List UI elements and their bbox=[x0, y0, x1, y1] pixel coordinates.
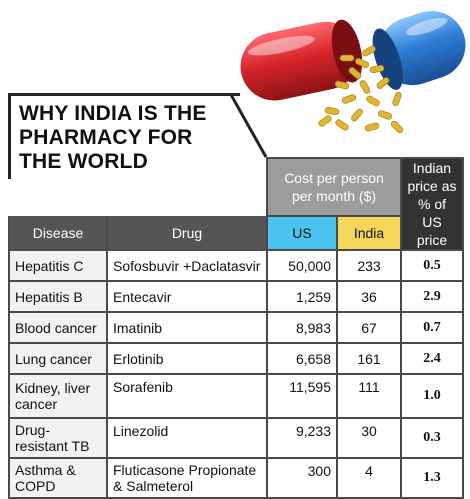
table-row: Hepatitis B Entecavir 1,259 36 2.9 bbox=[8, 280, 464, 313]
header-disease: Disease bbox=[8, 216, 108, 251]
india-cost-cell: 30 bbox=[336, 417, 402, 459]
india-cost-cell: 111 bbox=[336, 373, 402, 419]
table-row: Lung cancer Erlotinib 6,658 161 2.4 bbox=[8, 342, 464, 375]
india-cost-cell: 4 bbox=[336, 457, 402, 499]
disease-cell: Hepatitis C bbox=[8, 249, 108, 282]
pct-cell: 0.7 bbox=[400, 311, 464, 344]
us-cost-cell: 11,595 bbox=[266, 373, 338, 419]
disease-cell: Lung cancer bbox=[8, 342, 108, 375]
table-row: Asthma & COPD Fluticasone Propionate & S… bbox=[8, 457, 464, 499]
capsule-pill-icon bbox=[240, 10, 466, 134]
drug-cell: Erlotinib bbox=[106, 342, 268, 375]
drug-cell: Sorafenib bbox=[106, 373, 268, 419]
table-row: Kidney, liver cancer Sorafenib 11,595 11… bbox=[8, 373, 464, 419]
title-line: PHARMACY FOR bbox=[19, 126, 193, 149]
pct-cell: 2.9 bbox=[400, 280, 464, 313]
disease-cell: Drug-resistant TB bbox=[8, 417, 108, 459]
title-fold-corner bbox=[230, 93, 268, 158]
india-cost-cell: 233 bbox=[336, 249, 402, 282]
us-cost-cell: 8,983 bbox=[266, 311, 338, 344]
drug-cell: Linezolid bbox=[106, 417, 268, 459]
table-row: Hepatitis C Sofosbuvir +Daclatasvir 50,0… bbox=[8, 249, 464, 282]
drug-cell: Sofosbuvir +Daclatasvir bbox=[106, 249, 268, 282]
india-cost-cell: 161 bbox=[336, 342, 402, 375]
pct-cell: 2.4 bbox=[400, 342, 464, 375]
india-cost-cell: 36 bbox=[336, 280, 402, 313]
india-cost-cell: 67 bbox=[336, 311, 402, 344]
us-cost-cell: 9,233 bbox=[266, 417, 338, 459]
pct-cell: 1.0 bbox=[400, 373, 464, 419]
header-drug: Drug bbox=[106, 216, 268, 251]
drug-cell: Imatinib bbox=[106, 311, 268, 344]
disease-cell: Hepatitis B bbox=[8, 280, 108, 313]
disease-cell: Kidney, liver cancer bbox=[8, 373, 108, 419]
disease-cell: Asthma & COPD bbox=[8, 457, 108, 499]
us-cost-cell: 50,000 bbox=[266, 249, 338, 282]
pct-cell: 1.3 bbox=[400, 457, 464, 499]
header-pct: Indian price as % of US price bbox=[400, 157, 464, 251]
drug-cell: Fluticasone Propionate & Salmeterol bbox=[106, 457, 268, 499]
title-line: WHY INDIA IS THE bbox=[19, 102, 207, 125]
header-cost: Cost per person per month ($) bbox=[266, 156, 402, 218]
header-india: India bbox=[336, 215, 402, 251]
page-title: WHY INDIA IS THE PHARMACY FOR THE WORLD bbox=[19, 102, 207, 174]
table-row: Drug-resistant TB Linezolid 9,233 30 0.3 bbox=[8, 417, 464, 459]
table-row: Blood cancer Imatinib 8,983 67 0.7 bbox=[8, 311, 464, 344]
pct-cell: 0.3 bbox=[400, 417, 464, 459]
title-line: THE WORLD bbox=[19, 150, 148, 173]
pct-cell: 0.5 bbox=[400, 249, 464, 282]
title-box: WHY INDIA IS THE PHARMACY FOR THE WORLD bbox=[8, 93, 240, 179]
header-us: US bbox=[266, 215, 338, 251]
drug-cell: Entecavir bbox=[106, 280, 268, 313]
disease-cell: Blood cancer bbox=[8, 311, 108, 344]
us-cost-cell: 6,658 bbox=[266, 342, 338, 375]
us-cost-cell: 300 bbox=[266, 457, 338, 499]
us-cost-cell: 1,259 bbox=[266, 280, 338, 313]
price-table: Cost per person per month ($) Indian pri… bbox=[8, 156, 464, 499]
